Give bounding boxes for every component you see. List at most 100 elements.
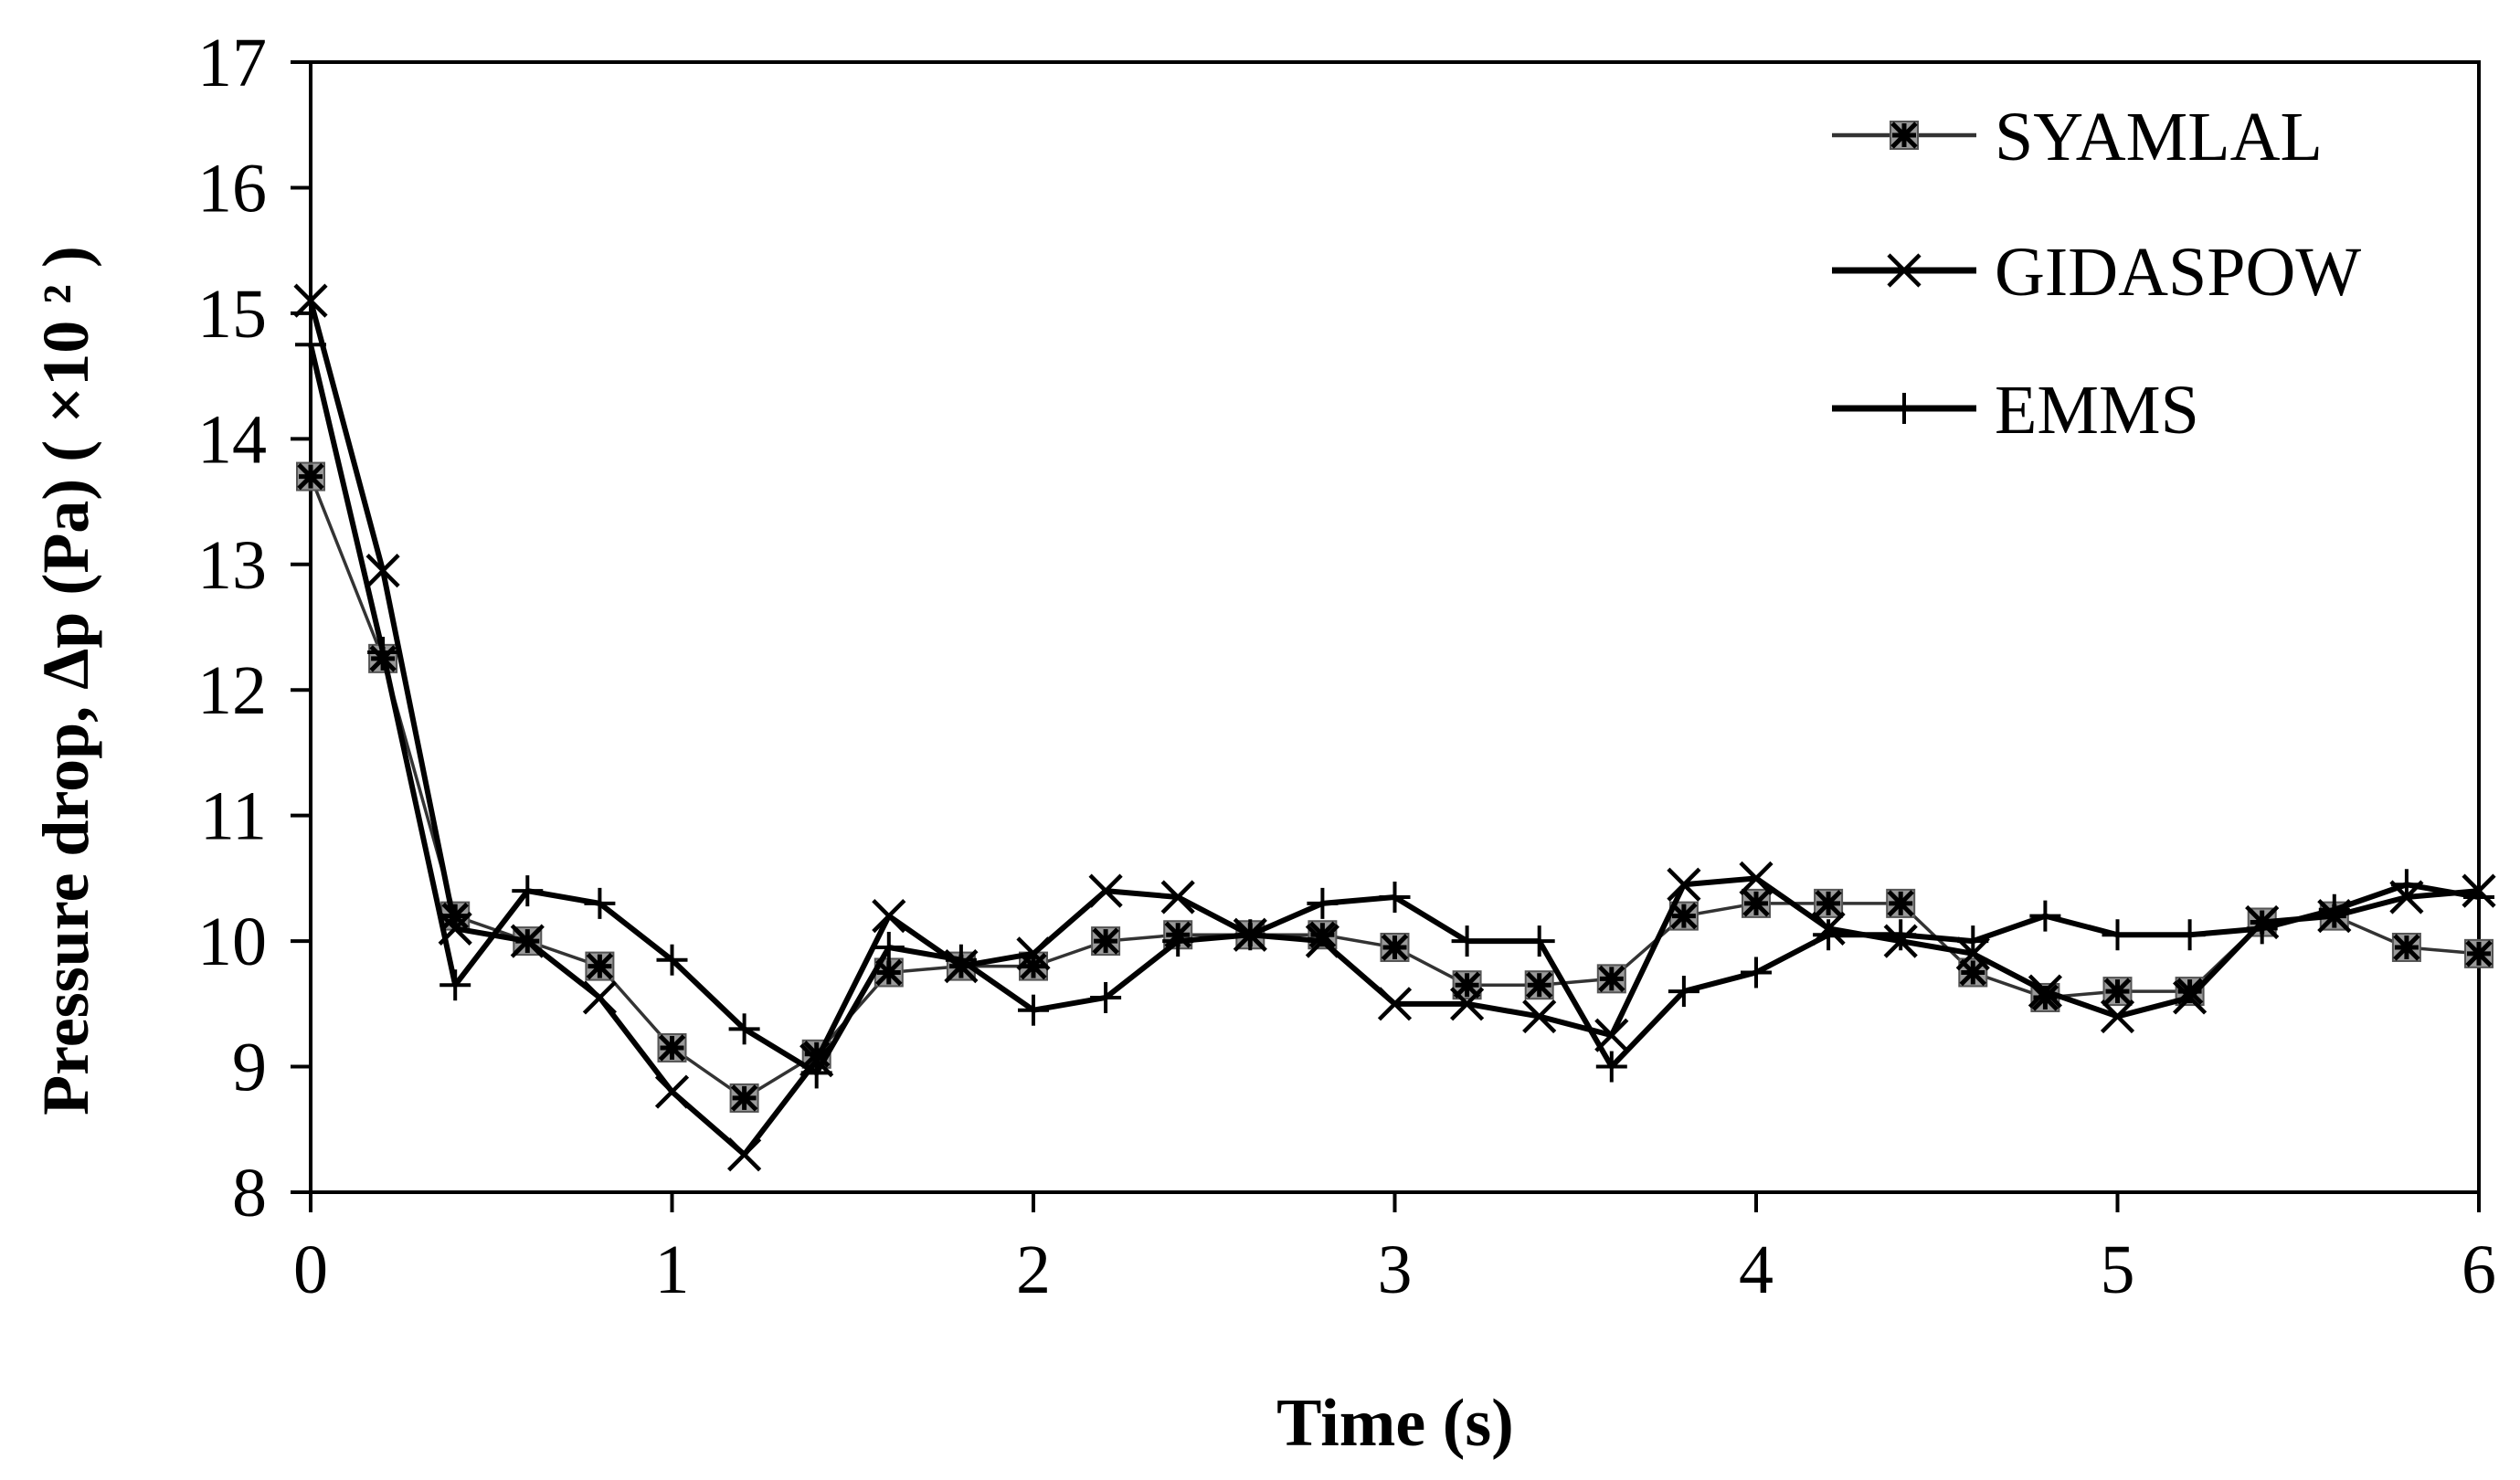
data-point-emms	[1813, 919, 1845, 951]
data-point-gidaspow	[727, 1137, 762, 1172]
data-point-syamlal	[1091, 926, 1121, 957]
data-point-emms	[656, 944, 688, 976]
marker-x-stroke	[510, 924, 545, 958]
marker-star-stroke	[1453, 971, 1481, 999]
data-point-emms	[1234, 919, 1266, 951]
x-axis-title: Time (s)	[1276, 1386, 1514, 1461]
data-point-emms	[1451, 925, 1483, 957]
data-point-syamlal	[1524, 970, 1554, 1000]
marker-x-stroke	[654, 1074, 690, 1109]
data-point-emms	[1090, 981, 1122, 1013]
data-point-gidaspow	[2173, 980, 2208, 1015]
marker-star-stroke	[2393, 934, 2420, 961]
marker-star-stroke	[1887, 890, 1914, 917]
y-tick-label: 14	[197, 401, 267, 478]
marker-star-stroke	[1959, 958, 1987, 987]
x-tick-label: 5	[2101, 1232, 2135, 1308]
data-point-emms	[584, 887, 616, 919]
data-point-emms	[1957, 925, 1989, 957]
data-point-syamlal	[729, 1083, 759, 1113]
marker-x-stroke	[1739, 861, 1774, 895]
marker-x-stroke	[872, 899, 906, 934]
data-point-emms	[295, 329, 326, 361]
legend-item-emms: EMMS	[1832, 372, 2199, 449]
plot-area-frame	[309, 60, 2481, 1194]
data-point-gidaspow	[1160, 880, 1195, 914]
marker-x-stroke	[1088, 873, 1123, 908]
marker-star-stroke	[2103, 978, 2132, 1005]
data-point-syamlal	[1958, 957, 1988, 988]
legend-item-syamlal: SYAMLAL	[1832, 99, 2323, 175]
data-point-emms	[367, 636, 399, 668]
data-point-syamlal	[1596, 964, 1626, 994]
marker-x-stroke	[2028, 974, 2062, 1009]
data-point-emms	[2318, 893, 2350, 925]
data-point-syamlal	[1742, 888, 1771, 918]
y-tick-label: 10	[197, 904, 267, 980]
data-point-emms	[1307, 887, 1339, 919]
marker-star-stroke	[1598, 965, 1625, 993]
data-point-emms	[728, 1013, 760, 1045]
marker-x-stroke	[293, 283, 328, 318]
data-point-syamlal	[2102, 977, 2133, 1007]
y-tick-label: 12	[197, 652, 267, 729]
marker-x-stroke	[1450, 987, 1485, 1021]
data-point-gidaspow	[654, 1074, 690, 1109]
data-point-emms	[2463, 882, 2494, 914]
data-point-syamlal	[2391, 932, 2421, 962]
marker-star-stroke	[1815, 890, 1842, 917]
data-point-syamlal	[1814, 888, 1844, 918]
y-tick-label: 9	[232, 1030, 267, 1106]
data-point-syamlal	[1380, 932, 1410, 962]
marker-x-stroke	[1667, 867, 1701, 902]
x-tick-label: 6	[2462, 1232, 2496, 1308]
data-point-gidaspow	[510, 924, 545, 958]
data-point-gidaspow	[1667, 867, 1701, 902]
data-point-emms	[1595, 1051, 1627, 1083]
data-point-gidaspow	[1739, 861, 1774, 895]
marker-x-stroke	[2100, 999, 2135, 1034]
legend-label-gidaspow: GIDASPOW	[1995, 234, 2361, 311]
data-point-emms	[1018, 994, 1049, 1026]
data-point-emms	[2029, 900, 2061, 932]
data-point-gidaspow	[2100, 999, 2135, 1034]
data-point-emms	[1741, 957, 1772, 988]
data-point-emms	[1523, 925, 1555, 957]
x-tick-label: 1	[655, 1232, 690, 1308]
legend-marker-emms	[1889, 393, 1920, 424]
y-tick-label: 13	[197, 527, 267, 604]
legend-marker-syamlal	[1890, 121, 1919, 150]
data-point-emms	[1668, 976, 1699, 1008]
legend-item-gidaspow: GIDASPOW	[1832, 234, 2361, 311]
y-tick-label: 17	[197, 25, 267, 101]
data-point-emms	[2102, 919, 2134, 951]
marker-x-stroke	[1016, 936, 1051, 971]
x-tick-label: 4	[1739, 1232, 1774, 1308]
marker-x-stroke	[1887, 253, 1922, 288]
data-point-emms	[512, 875, 544, 907]
marker-x-stroke	[727, 1137, 762, 1172]
data-point-emms	[1162, 925, 1194, 957]
data-point-gidaspow	[1377, 987, 1413, 1021]
marker-star-stroke	[1525, 971, 1553, 999]
data-point-syamlal	[2464, 938, 2494, 968]
data-point-emms	[2174, 919, 2206, 951]
data-point-gidaspow	[293, 283, 328, 318]
x-tick-label: 0	[293, 1232, 328, 1308]
marker-star-stroke	[297, 462, 324, 491]
series-syamlal	[296, 461, 2494, 1113]
marker-x-stroke	[2173, 980, 2208, 1015]
data-point-gidaspow	[1305, 924, 1339, 958]
data-point-gidaspow	[2028, 974, 2062, 1009]
marker-x-stroke	[365, 554, 400, 588]
data-point-emms	[439, 969, 471, 1001]
x-tick-label: 3	[1378, 1232, 1413, 1308]
marker-x-stroke	[1160, 880, 1195, 914]
x-tick-label: 2	[1016, 1232, 1051, 1308]
marker-star-stroke	[2465, 940, 2493, 967]
data-point-emms	[2390, 869, 2422, 901]
marker-star-stroke	[1092, 927, 1119, 955]
data-point-emms	[1885, 919, 1917, 951]
